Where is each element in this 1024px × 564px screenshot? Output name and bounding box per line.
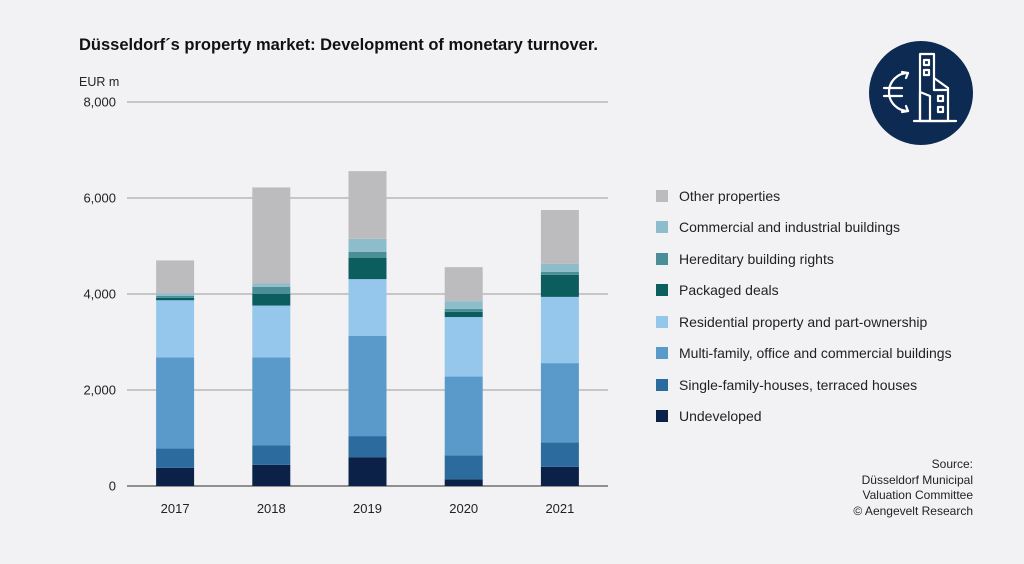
tick-labels: 0 2,000 4,000 6,000 8,000 2017 2018 2019 2020 202… <box>83 95 574 517</box>
legend-item: Single-family-houses, terraced houses <box>656 369 952 401</box>
bar-segment <box>252 445 291 465</box>
legend-item: Packaged deals <box>656 275 952 307</box>
bar-segment <box>540 296 579 364</box>
legend-label: Hereditary building rights <box>679 250 834 267</box>
bar-segment <box>444 301 483 309</box>
source-line: Düsseldorf Municipal <box>861 472 973 487</box>
legend-label: Residential property and part-ownership <box>679 313 928 330</box>
bar-segment <box>540 363 579 443</box>
y-tick-label: 4,000 <box>83 287 116 302</box>
bar-segment <box>156 357 195 449</box>
bar-segment <box>348 279 387 336</box>
bar-segment <box>540 442 579 467</box>
bar-segment <box>252 357 291 446</box>
bar-segment <box>252 294 291 306</box>
bar-segment <box>444 317 483 377</box>
x-tick-label: 2017 <box>161 501 190 516</box>
legend-label: Single-family-houses, terraced houses <box>679 376 918 393</box>
legend-label: Commercial and industrial buildings <box>679 219 900 236</box>
bar-segment <box>156 297 195 301</box>
y-tick-label: 2,000 <box>83 383 116 398</box>
legend-swatch <box>656 315 668 328</box>
bar-segment <box>348 335 387 437</box>
bar-segment <box>348 238 387 252</box>
legend-item: Multi-family, office and commercial buil… <box>656 338 952 370</box>
x-tick-label: 2021 <box>545 501 574 516</box>
source-line: Valuation Committee <box>862 488 974 502</box>
bar-segment <box>252 464 291 486</box>
euro-building-icon <box>869 41 973 145</box>
x-tick-label: 2018 <box>257 501 286 516</box>
bar-segment <box>348 171 387 239</box>
legend-label: Packaged deals <box>679 282 779 299</box>
x-tick-label: 2019 <box>353 501 382 516</box>
bar-segment <box>540 263 579 272</box>
bar-segment <box>540 466 579 486</box>
bar-segment <box>444 267 483 302</box>
chart-title: Düsseldorf´s property market: Developmen… <box>79 36 598 54</box>
legend-item: Other properties <box>656 180 952 212</box>
legend-swatch <box>656 378 668 391</box>
bar-segment <box>156 260 195 294</box>
legend-item: Hereditary building rights <box>656 243 952 275</box>
bar-segment <box>348 457 387 486</box>
bar-segment <box>444 311 483 318</box>
bar-stacks <box>156 171 579 486</box>
x-tick-label: 2020 <box>449 501 478 516</box>
bar-segment <box>444 376 483 456</box>
bar-segment <box>540 274 579 297</box>
legend-swatch <box>656 252 668 265</box>
legend: Other properties Commercial and industria… <box>656 180 952 432</box>
bar-segment <box>348 436 387 458</box>
bar-segment <box>252 305 291 358</box>
bar-segment <box>444 455 483 480</box>
legend-swatch <box>656 347 668 360</box>
bar-segment <box>540 210 579 264</box>
bar-segment <box>252 286 291 294</box>
bar-segment <box>156 300 195 358</box>
bar-segment <box>540 271 579 275</box>
bar-segment <box>252 283 291 287</box>
bar-segment <box>444 308 483 312</box>
bar-segment <box>156 293 195 296</box>
legend-item: Undeveloped <box>656 401 952 433</box>
legend-item: Commercial and industrial buildings <box>656 212 952 244</box>
source-note: Source: Düsseldorf Municipal Valuation C… <box>853 457 973 519</box>
y-tick-label: 8,000 <box>83 95 116 110</box>
source-line: Source: <box>931 457 973 471</box>
bar-segment <box>348 251 387 258</box>
legend-swatch <box>656 189 668 202</box>
bar-segment <box>156 448 195 468</box>
legend-label: Undeveloped <box>679 408 762 425</box>
legend-swatch <box>656 410 668 423</box>
legend-label: Other properties <box>679 187 781 204</box>
source-line: © Aengevelt Research <box>853 503 973 518</box>
legend-swatch <box>656 221 668 234</box>
legend-swatch <box>656 284 668 297</box>
bar-segment <box>252 187 291 284</box>
bar-segment <box>444 479 483 486</box>
bar-segment <box>156 467 195 486</box>
y-tick-label: 0 <box>109 479 116 494</box>
legend-item: Residential property and part-ownership <box>656 306 952 338</box>
y-axis-label: EUR m <box>79 75 119 89</box>
y-tick-label: 6,000 <box>83 191 116 206</box>
legend-label: Multi-family, office and commercial buil… <box>679 345 952 362</box>
bar-segment <box>348 258 387 280</box>
bar-segment <box>156 295 195 298</box>
